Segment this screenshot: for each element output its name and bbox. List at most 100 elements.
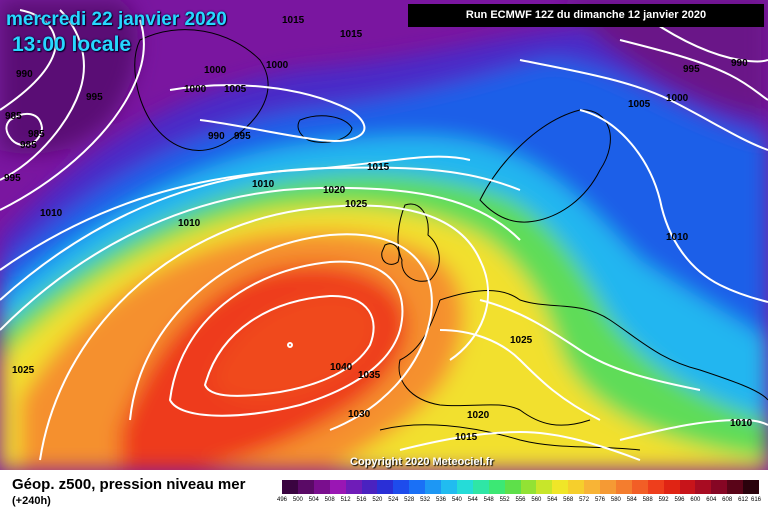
- legend-swatch: [727, 480, 744, 494]
- legend-swatch: [393, 480, 410, 494]
- isobar-1010: [0, 155, 471, 271]
- legend-swatch: [663, 480, 680, 494]
- legend-label: 584: [626, 497, 637, 503]
- legend-label: 612: [738, 497, 749, 503]
- isobar-label: 1015: [455, 432, 478, 443]
- coast-greenland: [134, 29, 269, 151]
- run-info-box: Run ECMWF 12Z du dimanche 12 janvier 202…: [408, 4, 764, 27]
- forecast-time: 13:00 locale: [12, 33, 132, 56]
- legend-label: 520: [372, 497, 383, 503]
- isobar-985: [5, 112, 44, 147]
- isobar-se-1025: [479, 299, 701, 391]
- legend-swatch: [584, 480, 601, 494]
- legend-label: 524: [388, 497, 399, 503]
- legend-label: 548: [483, 497, 494, 503]
- isobar-label: 995: [234, 131, 251, 142]
- legend-label: 604: [706, 497, 717, 503]
- legend-label: 512: [340, 497, 351, 503]
- legend-swatch: [409, 480, 426, 494]
- legend-swatch: [488, 480, 506, 494]
- isobar-se-1015: [399, 430, 641, 461]
- isobar-ne-1010: [579, 109, 768, 303]
- isobar-se-1010: [619, 418, 768, 441]
- isobar-label: 1025: [510, 335, 533, 346]
- pressure-centers: [287, 342, 293, 348]
- isobar-label: 1010: [40, 208, 63, 219]
- isobar-995: [0, 9, 85, 181]
- color-legend: 496 500 504 508 512 516 520 524 528 532 536 540 544 5…: [277, 480, 761, 506]
- isobar-labels: 1015 1015 990 995 985 985 985 995 1000 1…: [4, 15, 753, 443]
- legend-label: 600: [690, 497, 701, 503]
- isobar-1035: [168, 260, 404, 417]
- legend-label: 504: [308, 497, 319, 503]
- isobar-label: 1015: [282, 15, 305, 26]
- forecast-range: (+240h): [12, 495, 51, 507]
- weather-map: 1015 1015 990 995 985 985 985 995 1000 1…: [0, 0, 768, 470]
- isobar-label: 995: [683, 64, 700, 75]
- isobar-label: 985: [5, 111, 22, 122]
- legend-label: 576: [594, 497, 606, 503]
- high-center-marker: [287, 342, 293, 348]
- isobar-label: 1040: [330, 362, 353, 373]
- legend-swatch: [472, 480, 490, 494]
- legend-label: 544: [467, 497, 478, 503]
- isobar-label: 1015: [367, 162, 390, 173]
- coast-scandinavia: [479, 109, 611, 223]
- legend-label: 500: [292, 497, 303, 503]
- legend-label: 568: [563, 497, 574, 503]
- legend-label: 536: [435, 497, 447, 503]
- isobar-label: 990: [731, 58, 748, 69]
- isobar-ne-1000: [619, 39, 768, 101]
- legend-label: 528: [404, 497, 415, 503]
- legend-swatch: [679, 480, 696, 494]
- forecast-date: mercredi 22 janvier 2020: [6, 9, 227, 30]
- legend-swatch: [520, 480, 537, 494]
- legend-label: 560: [531, 497, 542, 503]
- isobar-1025: [39, 204, 489, 461]
- legend-label: 532: [420, 497, 431, 503]
- legend-swatch: [297, 480, 315, 494]
- legend-label: 564: [547, 497, 558, 503]
- isobar-ne-1005: [519, 59, 768, 151]
- legend-label: 592: [658, 497, 669, 503]
- legend-swatch: [647, 480, 665, 494]
- legend-swatch: [441, 480, 458, 494]
- isobar-label: 1005: [224, 84, 247, 95]
- isobar-label: 995: [4, 173, 21, 184]
- isobar-label: 1010: [666, 232, 689, 243]
- legend-swatch: [536, 480, 553, 494]
- coast-europe: [398, 290, 768, 426]
- legend-swatch: [695, 480, 712, 494]
- isobar-label: 985: [20, 140, 37, 151]
- legend-label: 496: [276, 497, 288, 503]
- legend-swatch: [568, 480, 585, 494]
- legend-swatch: [615, 480, 633, 494]
- legend-label: 508: [324, 497, 335, 503]
- legend-swatch: [504, 480, 521, 494]
- isobar-1000: [0, 19, 145, 211]
- legend-swatch: [552, 480, 569, 494]
- isobar-label: 1005: [628, 99, 651, 110]
- legend-swatch: [456, 480, 474, 494]
- isobar-label: 1030: [348, 409, 371, 420]
- legend-label: 580: [610, 497, 621, 503]
- legend-swatch: [282, 480, 299, 494]
- legend-swatch: [377, 480, 394, 494]
- legend-swatch: [329, 480, 347, 494]
- isobar-label: 1015: [340, 29, 363, 40]
- isobar-label: 1025: [345, 199, 368, 210]
- legend-swatch: [345, 480, 362, 494]
- legend-label: 540: [451, 497, 462, 503]
- isobar-label: 990: [208, 131, 225, 142]
- isobar-1030: [129, 233, 433, 431]
- isobar-label: 1000: [184, 84, 207, 95]
- legend-label: 516: [356, 497, 367, 503]
- coastlines: [134, 29, 768, 451]
- isobar-label: 1035: [358, 370, 381, 381]
- isobar-990: [0, 9, 57, 111]
- legend-label: 552: [499, 497, 510, 503]
- isobar-label: 1000: [666, 93, 689, 104]
- chart-title: Géop. z500, pression niveau mer: [12, 476, 246, 493]
- isobar-label: 1025: [12, 365, 35, 376]
